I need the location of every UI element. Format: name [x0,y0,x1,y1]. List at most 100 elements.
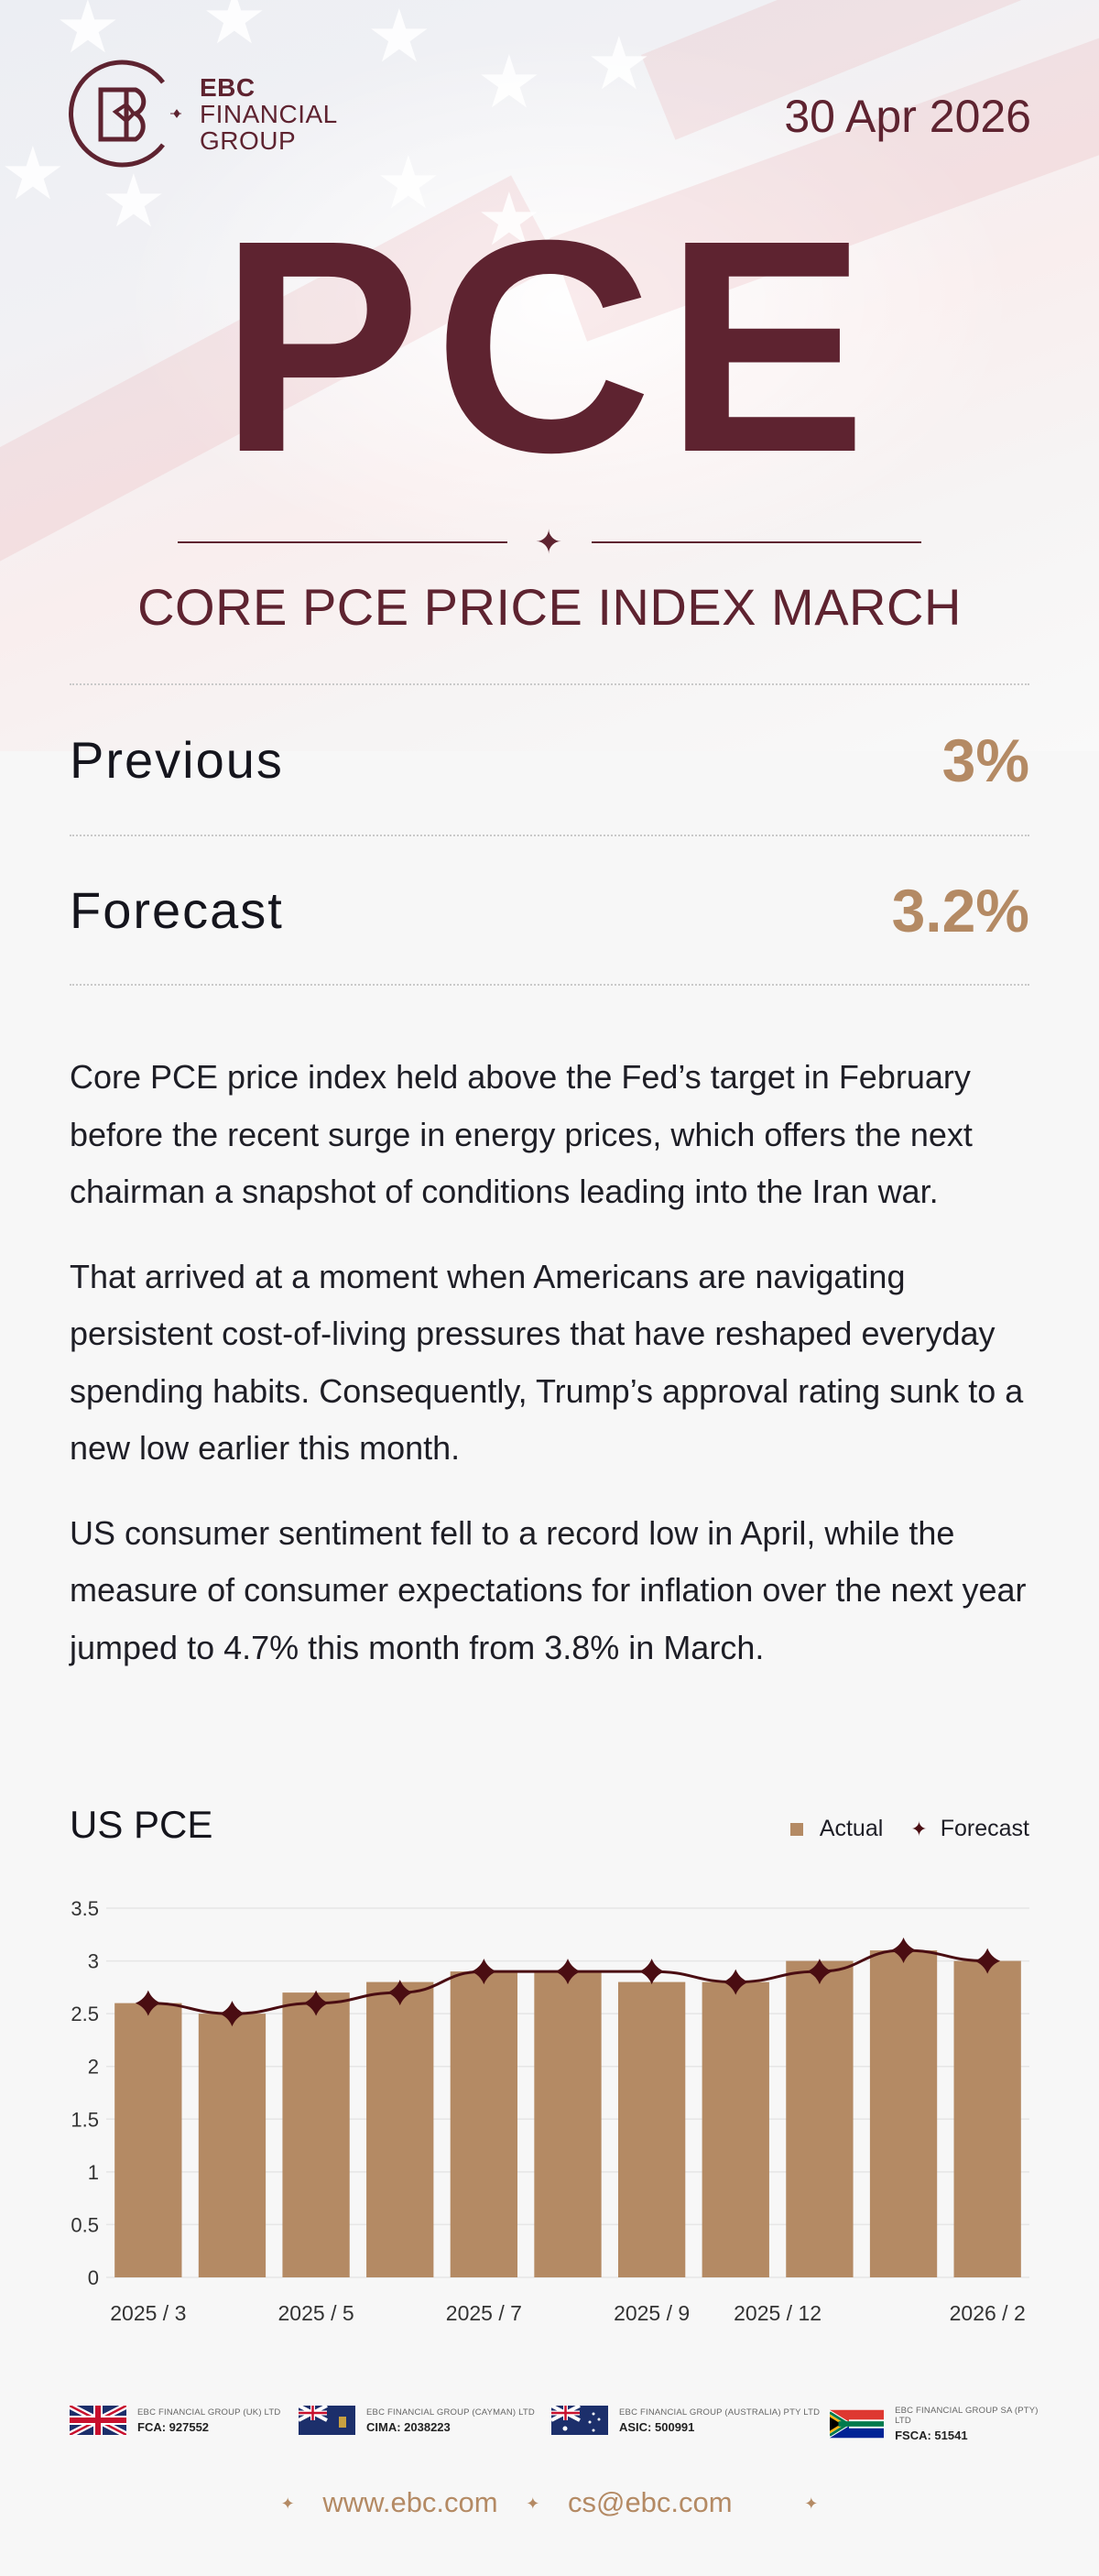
ebc-logo-icon [69,60,181,168]
contact-bar: ✦ www.ebc.com ✦ cs@ebc.com ✦ [0,2486,1099,2519]
forecast-sparkle-icon[interactable] [974,1948,1001,1974]
bar-actual[interactable] [366,1981,434,2277]
x-tick-label: 2025 / 5 [278,2301,354,2325]
star-icon: ★ [476,41,542,123]
brand-line-2: FINANCIAL [200,99,338,128]
stats-table: Previous 3% Forecast 3.2% [70,683,1029,986]
legend-forecast: Forecast [940,1816,1029,1841]
forecast-sparkle-icon[interactable] [219,2001,245,2027]
regulator-license: FSCA: 51541 [895,2429,968,2442]
website-link[interactable]: www.ebc.com [322,2486,498,2518]
chart-legend: Actual ✦ Forecast [789,1816,1029,1842]
forecast-sparkle-icon[interactable] [638,1959,665,1985]
stat-value: 3% [941,726,1029,794]
y-tick-label: 3.5 [71,1897,99,1920]
x-tick-label: 2025 / 9 [614,2301,690,2325]
regulator-entity: EBC FINANCIAL GROUP (CAYMAN) LTD [366,2407,535,2418]
bar-actual[interactable] [198,2014,267,2277]
regulator-south-africa: EBC FINANCIAL GROUP SA (PTY) LTD FSCA: 5… [830,2406,1050,2442]
actual-swatch-icon [789,1822,803,1836]
stat-row-previous: Previous 3% [70,683,1029,835]
x-tick-label: 2025 / 7 [446,2301,522,2325]
forecast-sparkle-icon[interactable] [555,1959,581,1985]
article-body: Core PCE price index held above the Fed’… [70,1049,1040,1704]
stat-row-forecast: Forecast 3.2% [70,835,1029,986]
y-tick-label: 2 [88,2056,99,2079]
bar-actual[interactable] [953,1960,1021,2277]
y-tick-label: 1.5 [71,2108,99,2131]
divider-line-right [592,541,921,543]
brand-line-3: GROUP [200,126,297,155]
y-tick-label: 0 [88,2266,99,2289]
x-tick-label: 2025 / 3 [110,2301,186,2325]
regulator-list: EBC FINANCIAL GROUP (UK) LTD FCA: 927552… [70,2406,1050,2451]
regulator-uk: EBC FINANCIAL GROUP (UK) LTD FCA: 927552 [70,2406,280,2435]
y-tick-label: 0.5 [71,2213,99,2236]
y-tick-label: 2.5 [71,2003,99,2025]
bar-actual[interactable] [869,1950,938,2277]
australia-flag-icon [551,2406,608,2435]
brand-name: EBC FINANCIAL GROUP [200,74,338,154]
brand-line-1: EBC [200,72,256,102]
header: EBC FINANCIAL GROUP 30 Apr 2026 [68,57,1031,176]
regulator-cayman: EBC FINANCIAL GROUP (CAYMAN) LTD CIMA: 2… [299,2406,535,2435]
forecast-sparkle-icon[interactable] [135,1990,161,2016]
star-icon: ★ [201,0,267,59]
star-icon: ★ [55,0,121,68]
y-tick-label: 3 [88,1950,99,1973]
regulator-entity: EBC FINANCIAL GROUP (UK) LTD [137,2407,281,2418]
email-link[interactable]: cs@ebc.com [567,2486,733,2518]
bar-actual[interactable] [450,1971,518,2277]
forecast-sparkle-icon[interactable] [723,1969,749,1995]
legend-actual: Actual [819,1816,884,1841]
forecast-sparkle-icon: ✦ [910,1817,928,1840]
bar-actual[interactable] [114,2003,182,2277]
sparkle-icon: ✦ [535,523,563,561]
forecast-sparkle-icon[interactable] [806,1959,832,1985]
regulator-entity: EBC FINANCIAL GROUP (AUSTRALIA) PTY LTD [619,2407,821,2418]
pce-chart: US PCE Actual ✦ Forecast 0 0.5 1 1.5 2 2.5 3 3.… [70,1796,1029,2327]
stat-label: Forecast [70,881,284,939]
x-tick-label: 2026 / 2 [950,2301,1026,2325]
star-icon: ★ [476,179,542,260]
stat-value: 3.2% [891,876,1029,944]
chart-title: US PCE [70,1803,213,1846]
paragraph: Core PCE price index held above the Fed’… [70,1058,973,1210]
forecast-sparkle-icon[interactable] [303,1990,330,2016]
title-divider: ✦ [178,526,921,559]
regulator-license: ASIC: 500991 [619,2419,695,2434]
y-tick-label: 1 [88,2161,99,2184]
regulator-australia: EBC FINANCIAL GROUP (AUSTRALIA) PTY LTD … [551,2406,820,2435]
bar-actual[interactable] [534,1971,602,2277]
flag-background [0,0,1099,751]
paragraph: That arrived at a moment when Americans … [70,1257,1024,1468]
page-subtitle: CORE PCE PRICE INDEX MARCH [137,578,962,636]
sparkle-icon: ✦ [804,2494,819,2514]
ebc-logo[interactable]: EBC FINANCIAL GROUP [68,57,338,170]
paragraph: US consumer sentiment fell to a record l… [70,1513,1027,1666]
bar-actual[interactable] [282,1992,350,2277]
bar-actual[interactable] [702,1981,769,2277]
report-date: 30 Apr 2026 [784,91,1031,142]
forecast-sparkle-icon[interactable] [471,1959,497,1985]
uk-flag-icon [70,2406,126,2435]
divider-line-left [178,541,507,543]
star-icon: ★ [586,23,652,104]
regulator-entity: EBC FINANCIAL GROUP SA (PTY) LTD [895,2406,1039,2426]
star-icon: ★ [366,0,432,77]
star-icon: ★ [101,160,167,242]
sparkle-icon: ✦ [526,2494,540,2514]
star-icon: ★ [0,133,66,214]
page-title: PCE [219,177,880,515]
bar-actual[interactable] [617,1981,686,2277]
regulator-license: CIMA: 2038223 [366,2419,451,2434]
regulator-license: FCA: 927552 [137,2419,210,2434]
chart-plot-area: 0 0.5 1 1.5 2 2.5 3 3.5 2025 / 3 2025 / 5 2025 / 7… [71,1897,1029,2325]
stat-label: Previous [70,731,284,789]
star-icon: ★ [375,142,441,224]
forecast-sparkle-icon[interactable] [890,1937,917,1964]
sparkle-icon: ✦ [280,2494,295,2514]
x-tick-label: 2025 / 12 [734,2301,822,2325]
bar-actual[interactable] [786,1960,854,2277]
forecast-sparkle-icon[interactable] [386,1980,413,2006]
